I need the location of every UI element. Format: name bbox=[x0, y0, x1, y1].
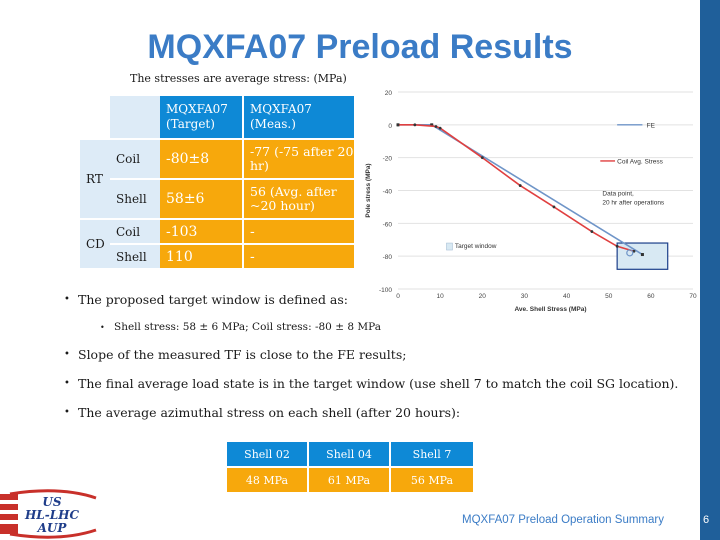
shell-header: Shell 7 bbox=[391, 442, 473, 466]
x-tick-label: 20 bbox=[479, 293, 487, 300]
meas-value: - bbox=[244, 245, 354, 268]
preload-chart: 20 0 -20 -40 -60 -80 -100 0 10 20 30 40 50 60 70 Ave. S… bbox=[365, 90, 697, 313]
coil-point bbox=[413, 123, 417, 127]
x-tick-label: 70 bbox=[689, 293, 697, 300]
target-window-annotation: Target window bbox=[455, 243, 497, 250]
y-tick-label: -40 bbox=[383, 189, 393, 196]
coil-point bbox=[632, 249, 636, 253]
x-tick-label: 10 bbox=[437, 293, 445, 300]
flag-stripes bbox=[0, 489, 97, 539]
y-tick-label: -80 bbox=[383, 254, 393, 261]
logo-text: AUP bbox=[37, 521, 68, 535]
x-tick-label: 50 bbox=[605, 293, 613, 300]
target-window-swatch bbox=[446, 242, 453, 251]
row-label: Shell bbox=[110, 245, 160, 268]
bullet-text: The proposed target window is defined as… bbox=[78, 292, 348, 307]
data-point-annotation: 20 hr after operations bbox=[602, 199, 665, 206]
shell-header: Shell 02 bbox=[227, 442, 307, 466]
hl-lhc-aup-logo: US HL-LHC AUP bbox=[0, 489, 97, 539]
bullet-shell-stress: • The average azimuthal stress on each sh… bbox=[64, 405, 461, 420]
target-value: 110 bbox=[160, 245, 242, 268]
target-value: -80±8 bbox=[160, 140, 242, 178]
table-corner bbox=[110, 96, 160, 138]
coil-point bbox=[434, 125, 438, 128]
right-accent-bar bbox=[700, 0, 720, 540]
x-tick-label: 0 bbox=[396, 293, 400, 300]
shell-header: Shell 04 bbox=[309, 442, 389, 466]
target-window-box bbox=[616, 242, 669, 270]
bullet-dot: • bbox=[64, 349, 70, 360]
y-tick-label: -20 bbox=[383, 156, 393, 163]
row-label: Shell bbox=[110, 180, 160, 218]
bullet-sub-window: • Shell stress: 58 ± 6 MPa; Coil stress: … bbox=[100, 321, 381, 333]
x-tick-label: 60 bbox=[647, 293, 655, 300]
subtitle: The stresses are average stress: (MPa) bbox=[130, 72, 347, 85]
row-label: Coil bbox=[110, 220, 160, 243]
bullet-text: The final average load state is in the t… bbox=[78, 376, 679, 391]
header-meas: MQXFA07 (Meas.) bbox=[244, 96, 354, 138]
row-label: Coil bbox=[110, 140, 160, 178]
y-tick-label: 20 bbox=[385, 90, 393, 97]
bullet-dot: • bbox=[100, 323, 105, 332]
bullet-dot: • bbox=[64, 378, 70, 389]
logo-text: HL-LHC bbox=[24, 508, 80, 522]
target-value: 58±6 bbox=[160, 180, 242, 218]
bullet-final-state: • The final average load state is in the … bbox=[64, 376, 679, 391]
coil-point bbox=[438, 126, 442, 130]
shell-value: 56 MPa bbox=[391, 468, 473, 492]
y-axis-label: Pole stress (MPa) bbox=[365, 163, 372, 217]
data-point-marker bbox=[626, 249, 634, 257]
meas-value: -77 (-75 after 20 hr) bbox=[244, 140, 354, 178]
coil-point bbox=[518, 184, 522, 187]
y-tick-label: -60 bbox=[383, 221, 393, 228]
coil-point bbox=[590, 230, 594, 233]
page-number: 6 bbox=[703, 514, 710, 526]
page-title: MQXFA07 Preload Results bbox=[147, 28, 573, 66]
bullet-text: The average azimuthal stress on each she… bbox=[78, 405, 461, 420]
x-axis-label: Ave. Shell Stress (MPa) bbox=[514, 306, 586, 313]
shell-value: 61 MPa bbox=[309, 468, 389, 492]
group-cd: CD bbox=[80, 220, 110, 268]
bullet-slope: • Slope of the measured TF is close to th… bbox=[64, 347, 407, 362]
x-tick-label: 30 bbox=[521, 293, 529, 300]
group-rt: RT bbox=[80, 140, 110, 218]
bullet-text: Slope of the measured TF is close to the… bbox=[78, 347, 407, 362]
target-value: -103 bbox=[160, 220, 242, 243]
coil-point bbox=[552, 205, 556, 209]
y-tick-label: -100 bbox=[379, 287, 392, 294]
bullet-target-window: • The proposed target window is defined a… bbox=[64, 292, 348, 307]
header-target: MQXFA07 (Target) bbox=[160, 96, 242, 138]
meas-value: 56 (Avg. after ~20 hour) bbox=[244, 180, 354, 218]
coil-point bbox=[396, 123, 400, 127]
logo-text: US bbox=[42, 495, 61, 509]
bullet-dot: • bbox=[64, 407, 70, 418]
x-tick-label: 40 bbox=[563, 293, 571, 300]
bullet-text: Shell stress: 58 ± 6 MPa; Coil stress: -… bbox=[114, 321, 381, 333]
bullet-dot: • bbox=[64, 294, 70, 305]
legend-fe-label: FE bbox=[647, 122, 656, 129]
fe-point bbox=[640, 253, 644, 257]
fe-point bbox=[430, 123, 434, 127]
shell-value: 48 MPa bbox=[227, 468, 307, 492]
data-point-annotation: Data point, bbox=[602, 190, 634, 197]
coil-point bbox=[615, 244, 619, 248]
coil-point bbox=[480, 156, 484, 160]
meas-value: - bbox=[244, 220, 354, 243]
footer-title: MQXFA07 Preload Operation Summary bbox=[462, 514, 664, 526]
y-tick-label: 0 bbox=[388, 123, 392, 130]
legend-coil-label: Coil Avg. Stress bbox=[617, 158, 664, 165]
series-coil-line bbox=[398, 124, 635, 253]
